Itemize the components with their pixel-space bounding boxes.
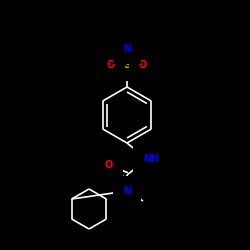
Text: O: O bbox=[107, 60, 115, 70]
Text: O: O bbox=[139, 60, 147, 70]
Text: N: N bbox=[123, 44, 131, 54]
Text: O: O bbox=[105, 160, 113, 170]
Text: S: S bbox=[123, 60, 131, 70]
Text: N: N bbox=[123, 186, 131, 196]
Text: NH: NH bbox=[143, 154, 159, 164]
